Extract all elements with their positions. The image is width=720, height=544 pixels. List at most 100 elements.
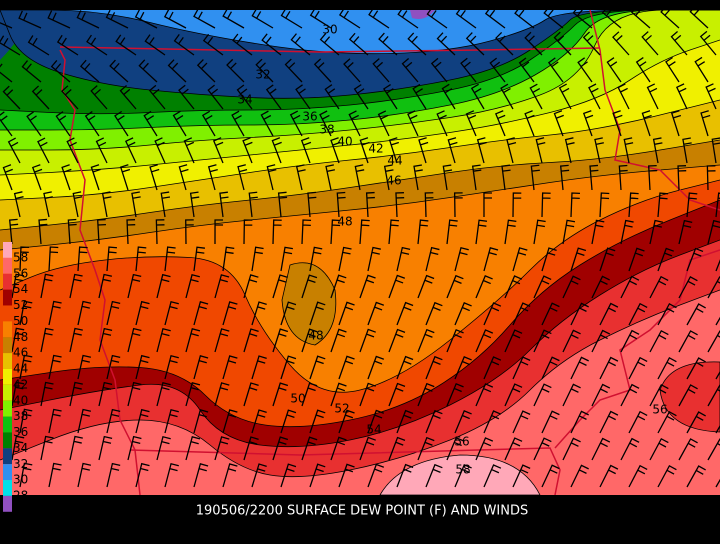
- wind-barb: [48, 354, 62, 380]
- wind-barb: [533, 437, 552, 461]
- wind-barb: [338, 7, 361, 29]
- wind-barb: [686, 247, 704, 272]
- wind-barb: [678, 330, 698, 353]
- wind-barb: [105, 9, 129, 29]
- wind-barb: [155, 219, 165, 245]
- legend-swatch: [3, 273, 12, 290]
- wind-barb: [396, 409, 414, 434]
- wind-barb: [185, 382, 201, 407]
- wind-barb: [617, 83, 630, 110]
- wind-barb: [251, 8, 274, 29]
- wind-barb: [660, 5, 680, 29]
- wind-barb: [628, 192, 639, 218]
- wind-barb: [31, 85, 50, 110]
- wind-barb: [652, 137, 663, 164]
- wind-barbs: [0, 5, 720, 488]
- wind-barb: [599, 410, 619, 434]
- wind-barb: [678, 384, 698, 407]
- wind-barb: [657, 192, 669, 218]
- wind-barb: [222, 246, 235, 272]
- wind-barb: [232, 33, 253, 56]
- contour-label: 52: [334, 402, 349, 416]
- contour-label: 40: [337, 135, 352, 149]
- wind-barb: [338, 409, 355, 434]
- wind-barb: [388, 382, 406, 407]
- wind-barb: [446, 219, 458, 245]
- wind-barb: [97, 218, 106, 245]
- wind-barb: [577, 57, 593, 83]
- wind-barb: [475, 219, 488, 245]
- wind-barb: [280, 301, 297, 326]
- legend-label: 52: [13, 298, 28, 312]
- wind-barb: [214, 328, 230, 353]
- wind-barb: [570, 192, 581, 218]
- wind-barb: [21, 60, 42, 83]
- wind-barb: [689, 5, 709, 29]
- wind-barb: [455, 6, 477, 29]
- wind-barb: [383, 164, 394, 191]
- wind-barb: [48, 462, 62, 488]
- wind-barb: [271, 137, 282, 164]
- wind-barb: [272, 274, 288, 299]
- wind-barb: [43, 191, 53, 218]
- wind-barb: [69, 381, 83, 407]
- wind-barb: [135, 354, 150, 380]
- wind-barb: [338, 463, 355, 488]
- wind-barb: [601, 5, 622, 29]
- wind-barb: [407, 32, 427, 56]
- wind-barb: [359, 137, 370, 164]
- wind-barb: [185, 273, 200, 299]
- wind-barb: [0, 111, 13, 137]
- wind-barb: [222, 463, 238, 488]
- wind-barb: [72, 191, 83, 218]
- wind-barb: [699, 30, 717, 56]
- wind-barb: [620, 275, 640, 299]
- wind-barb: [0, 63, 13, 83]
- wind-barb: [484, 6, 506, 29]
- wind-barb: [115, 34, 137, 56]
- wind-barb: [359, 219, 370, 245]
- wind-barb: [260, 110, 274, 137]
- wind-barb: [635, 57, 651, 83]
- wind-barb: [541, 247, 557, 272]
- wind-barb: [623, 137, 634, 164]
- wind-barb: [396, 246, 411, 272]
- wind-barb: [436, 32, 456, 56]
- wind-barb: [255, 58, 274, 83]
- wind-barb: [84, 111, 100, 137]
- wind-barb: [48, 300, 62, 326]
- wind-barb: [657, 356, 677, 380]
- wind-barb: [319, 33, 340, 56]
- wind-barb: [582, 110, 594, 137]
- wind-barb: [231, 110, 245, 137]
- contour-label: 36: [302, 110, 317, 124]
- wind-barb: [330, 137, 341, 164]
- wind-barb: [185, 328, 201, 353]
- wind-barb: [401, 58, 419, 83]
- wind-barb: [11, 327, 25, 353]
- wind-barb: [553, 31, 572, 56]
- wind-barb: [167, 59, 187, 83]
- wind-barb: [483, 192, 492, 218]
- wind-barb: [504, 275, 523, 299]
- contour-line: [0, 239, 720, 448]
- wind-barb: [127, 327, 142, 353]
- wind-barb: [417, 274, 435, 299]
- legend-label: 30: [13, 473, 28, 487]
- wind-barb: [272, 382, 289, 407]
- legend-label: 46: [13, 346, 28, 360]
- wind-barb: [193, 246, 206, 272]
- wind-barb: [119, 85, 137, 110]
- wind-barb: [564, 137, 575, 164]
- wind-barb: [126, 219, 136, 245]
- wind-barb: [37, 137, 50, 164]
- legend-label: 32: [13, 457, 28, 471]
- legend-swatch: [3, 416, 12, 433]
- wind-barb: [67, 218, 77, 245]
- wind-barb: [313, 58, 332, 83]
- wind-barb: [309, 409, 326, 434]
- wind-barb: [524, 110, 535, 137]
- wind-barb: [135, 300, 150, 326]
- wind-barb: [570, 464, 589, 488]
- wind-barb: [628, 410, 648, 434]
